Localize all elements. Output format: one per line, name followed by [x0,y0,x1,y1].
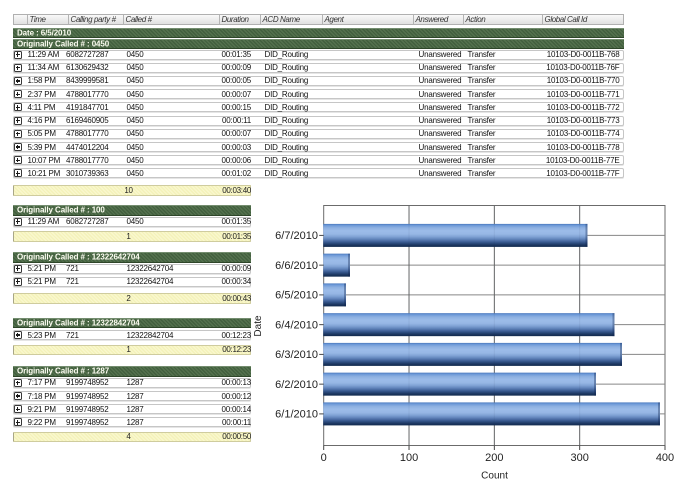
svg-text:6/7/2010: 6/7/2010 [275,230,318,242]
svg-text:Count: Count [481,471,508,482]
svg-text:200: 200 [485,452,503,464]
svg-text:100: 100 [400,452,418,464]
svg-text:6/4/2010: 6/4/2010 [275,319,318,331]
svg-text:0: 0 [321,452,327,464]
svg-text:300: 300 [570,452,588,464]
svg-text:6/2/2010: 6/2/2010 [275,379,318,391]
svg-text:6/3/2010: 6/3/2010 [275,349,318,361]
svg-text:6/6/2010: 6/6/2010 [275,260,318,272]
svg-text:6/1/2010: 6/1/2010 [275,409,318,421]
svg-text:Date: Date [253,315,264,337]
svg-text:6/5/2010: 6/5/2010 [275,290,318,302]
svg-text:400: 400 [656,452,674,464]
